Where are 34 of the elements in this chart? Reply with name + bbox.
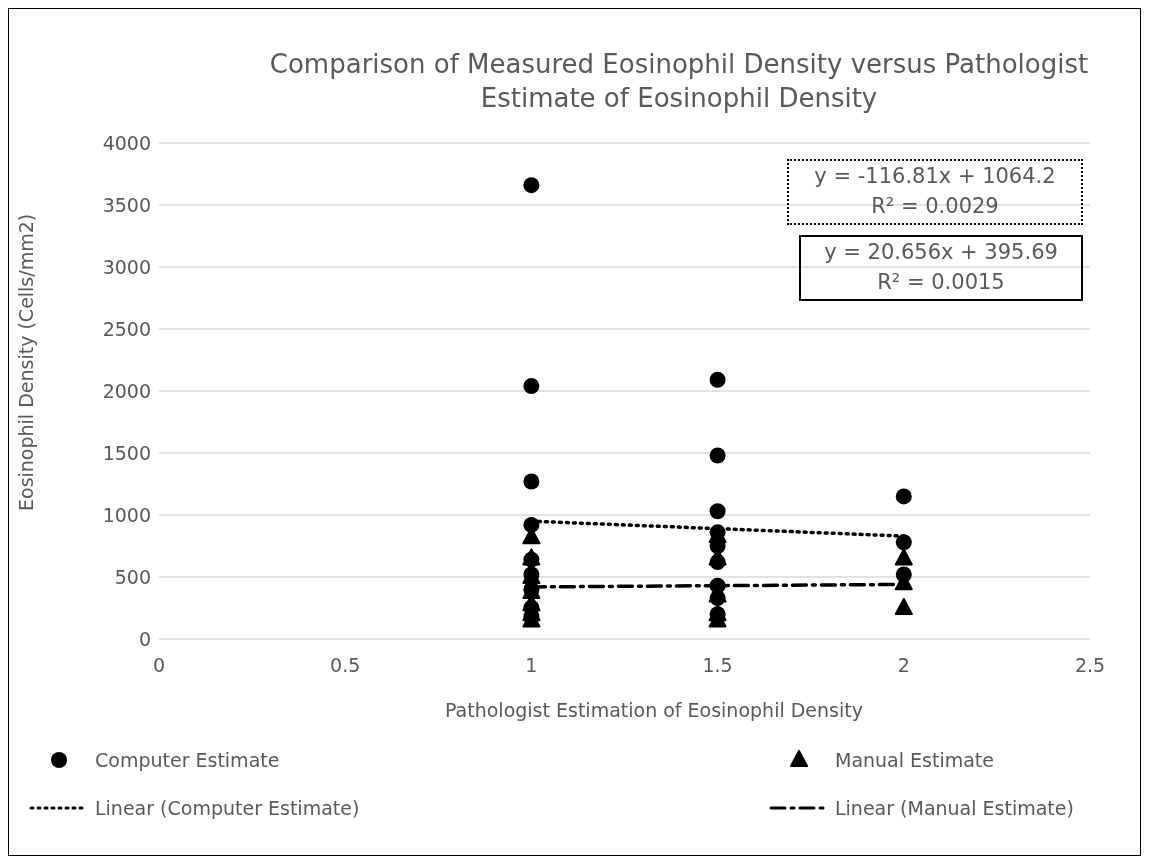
annotation: y = 20.656x + 395.69 R² = 0.0015 [823, 239, 1059, 296]
x-axis-title: Pathologist Estimation of Eosinophil Density [444, 699, 864, 721]
x-tick-label: 0.5 [330, 654, 361, 677]
point [709, 371, 726, 388]
x-tick-label: 0 [152, 654, 166, 677]
legend-label: Computer Estimate [95, 749, 280, 771]
point [523, 473, 540, 490]
legend-label: Linear (Manual Estimate) [835, 797, 1074, 819]
y-tick-label: 2000 [102, 379, 151, 402]
chart-title: Comparison of Measured Eosinophil Density versus Pathologist Estimate of Eosinophil Density [269, 48, 1089, 115]
point [523, 177, 540, 194]
point [709, 447, 726, 464]
point [709, 503, 726, 520]
x-tick-label: 2.5 [1074, 654, 1106, 677]
y-tick-label: 1500 [102, 441, 151, 464]
x-tick-label: 1 [525, 654, 538, 677]
y-tick-label: 0 [138, 627, 151, 650]
y-axis-title: Eosinophil Density (Cells/mm2) [14, 213, 37, 511]
point [894, 598, 913, 615]
x-tick-label: 1.5 [702, 654, 733, 677]
x-tick-label: 2 [897, 654, 910, 677]
y-tick-label: 500 [114, 565, 151, 588]
point [895, 534, 912, 551]
point [895, 488, 912, 505]
y-tick-label: 2500 [102, 317, 151, 340]
legend-label: Linear (Computer Estimate) [95, 797, 360, 819]
y-tick-label: 3500 [102, 193, 151, 216]
annotation: y = -116.81x + 1064.2 R² = 0.0029 [813, 163, 1057, 220]
point [523, 378, 540, 395]
y-tick-label: 1000 [102, 503, 151, 526]
point [894, 548, 913, 566]
y-tick-label: 3000 [102, 255, 151, 278]
y-tick-label: 4000 [102, 131, 151, 154]
legend-label: Manual Estimate [835, 749, 995, 771]
